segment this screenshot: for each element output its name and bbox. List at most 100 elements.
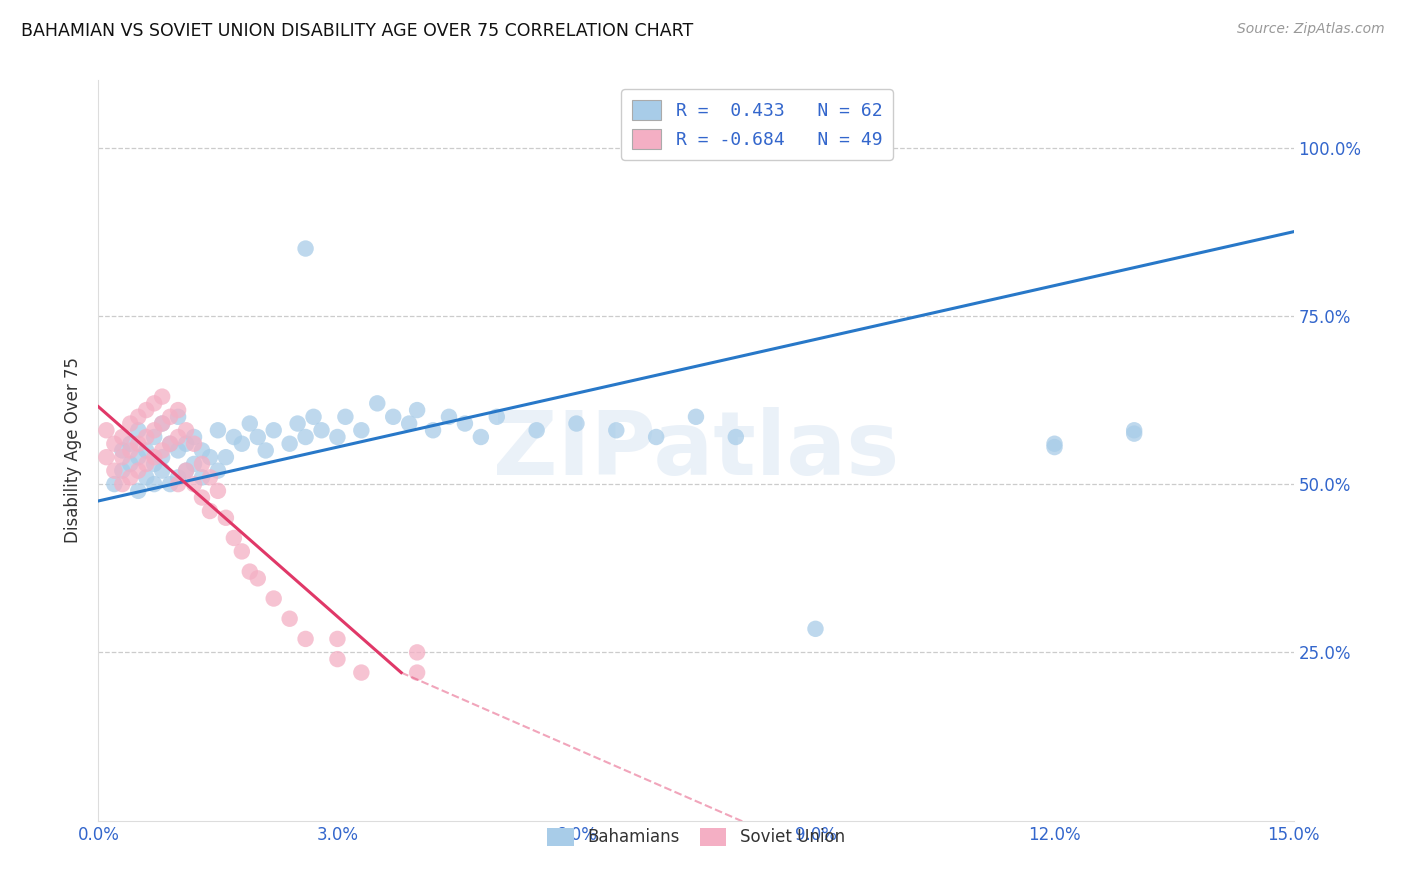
Point xyxy=(159,477,181,491)
Point xyxy=(111,477,134,491)
Point xyxy=(398,417,420,431)
Point xyxy=(127,409,149,424)
Point xyxy=(685,409,707,424)
Point xyxy=(159,436,181,450)
Point xyxy=(183,477,205,491)
Point xyxy=(406,645,429,659)
Point xyxy=(222,531,245,545)
Point xyxy=(1043,436,1066,450)
Point xyxy=(1043,440,1066,454)
Point xyxy=(294,632,316,646)
Point xyxy=(724,430,747,444)
Point xyxy=(246,430,269,444)
Text: BAHAMIAN VS SOVIET UNION DISABILITY AGE OVER 75 CORRELATION CHART: BAHAMIAN VS SOVIET UNION DISABILITY AGE … xyxy=(21,22,693,40)
Point xyxy=(111,450,134,465)
Point xyxy=(335,409,357,424)
Point xyxy=(294,430,316,444)
Point xyxy=(215,510,238,524)
Point xyxy=(222,430,245,444)
Point xyxy=(302,409,325,424)
Point xyxy=(406,665,429,680)
Point xyxy=(150,417,173,431)
Point xyxy=(565,417,588,431)
Point xyxy=(111,464,134,478)
Point xyxy=(120,443,142,458)
Point xyxy=(96,450,118,465)
Point xyxy=(326,652,349,666)
Point xyxy=(183,436,205,450)
Point xyxy=(198,450,221,465)
Y-axis label: Disability Age Over 75: Disability Age Over 75 xyxy=(65,358,83,543)
Point xyxy=(278,436,301,450)
Point xyxy=(183,457,205,471)
Point xyxy=(326,632,349,646)
Point xyxy=(143,423,166,437)
Point xyxy=(127,436,149,450)
Point xyxy=(287,417,309,431)
Point xyxy=(103,436,125,450)
Point xyxy=(294,242,316,256)
Point xyxy=(183,430,205,444)
Point xyxy=(150,443,173,458)
Point xyxy=(645,430,668,444)
Point xyxy=(191,470,214,484)
Point xyxy=(174,423,197,437)
Point xyxy=(350,423,373,437)
Point xyxy=(485,409,508,424)
Point xyxy=(167,409,190,424)
Point xyxy=(135,457,157,471)
Point xyxy=(167,430,190,444)
Point xyxy=(263,423,285,437)
Point xyxy=(96,423,118,437)
Point xyxy=(150,390,173,404)
Point xyxy=(143,477,166,491)
Point xyxy=(135,443,157,458)
Point xyxy=(350,665,373,680)
Point xyxy=(120,457,142,471)
Point xyxy=(143,457,166,471)
Point xyxy=(150,464,173,478)
Point xyxy=(120,417,142,431)
Point xyxy=(167,443,190,458)
Point xyxy=(207,464,229,478)
Point xyxy=(454,417,477,431)
Point xyxy=(143,396,166,410)
Point xyxy=(239,565,262,579)
Point xyxy=(120,436,142,450)
Point xyxy=(437,409,460,424)
Point xyxy=(198,470,221,484)
Point xyxy=(167,470,190,484)
Point xyxy=(1123,426,1146,441)
Point xyxy=(406,403,429,417)
Point xyxy=(143,430,166,444)
Point xyxy=(103,464,125,478)
Point xyxy=(231,544,253,558)
Point xyxy=(191,491,214,505)
Point xyxy=(191,443,214,458)
Point xyxy=(239,417,262,431)
Point xyxy=(135,470,157,484)
Point xyxy=(135,403,157,417)
Legend: Bahamians, Soviet Union: Bahamians, Soviet Union xyxy=(540,821,852,853)
Point xyxy=(191,457,214,471)
Point xyxy=(127,464,149,478)
Point xyxy=(135,430,157,444)
Point xyxy=(198,504,221,518)
Point xyxy=(215,450,238,465)
Point xyxy=(366,396,388,410)
Point xyxy=(120,470,142,484)
Text: Source: ZipAtlas.com: Source: ZipAtlas.com xyxy=(1237,22,1385,37)
Point xyxy=(127,450,149,465)
Point xyxy=(159,436,181,450)
Point xyxy=(150,417,173,431)
Point xyxy=(605,423,627,437)
Point xyxy=(174,464,197,478)
Point xyxy=(127,483,149,498)
Point xyxy=(422,423,444,437)
Point xyxy=(174,436,197,450)
Point xyxy=(143,450,166,465)
Point xyxy=(278,612,301,626)
Point xyxy=(174,464,197,478)
Point xyxy=(254,443,277,458)
Point xyxy=(526,423,548,437)
